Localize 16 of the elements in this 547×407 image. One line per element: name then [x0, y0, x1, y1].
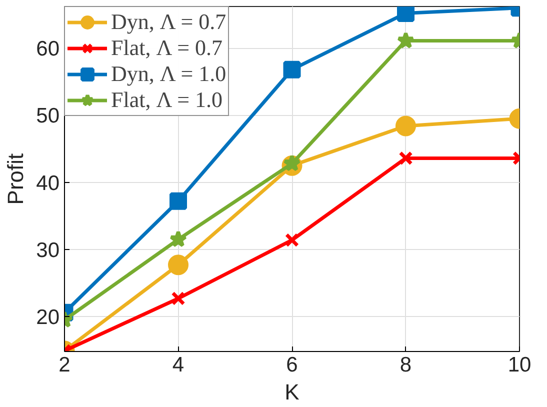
y-tick-label: 30	[36, 238, 60, 262]
legend-label: Dyn, Λ = 0.7	[111, 9, 226, 35]
y-tick-label: 40	[36, 172, 60, 195]
y-tick-label: 20	[36, 306, 60, 330]
legend-label: Flat, Λ = 0.7	[111, 35, 223, 61]
x-tick-label: 4	[172, 354, 184, 376]
x-axis-title: K	[284, 380, 300, 404]
y-axis-title: Profit	[3, 153, 28, 205]
y-tick-label: 50	[36, 104, 60, 128]
legend-label: Flat, Λ = 1.0	[111, 87, 223, 113]
legend-label: Dyn, Λ = 1.0	[111, 61, 226, 87]
x-tick-label: 8	[400, 354, 412, 376]
y-tick-label: 60	[36, 38, 60, 61]
x-tick-label: 10	[508, 354, 532, 376]
x-tick-label: 6	[286, 354, 298, 376]
x-tick-label: 2	[58, 354, 70, 376]
